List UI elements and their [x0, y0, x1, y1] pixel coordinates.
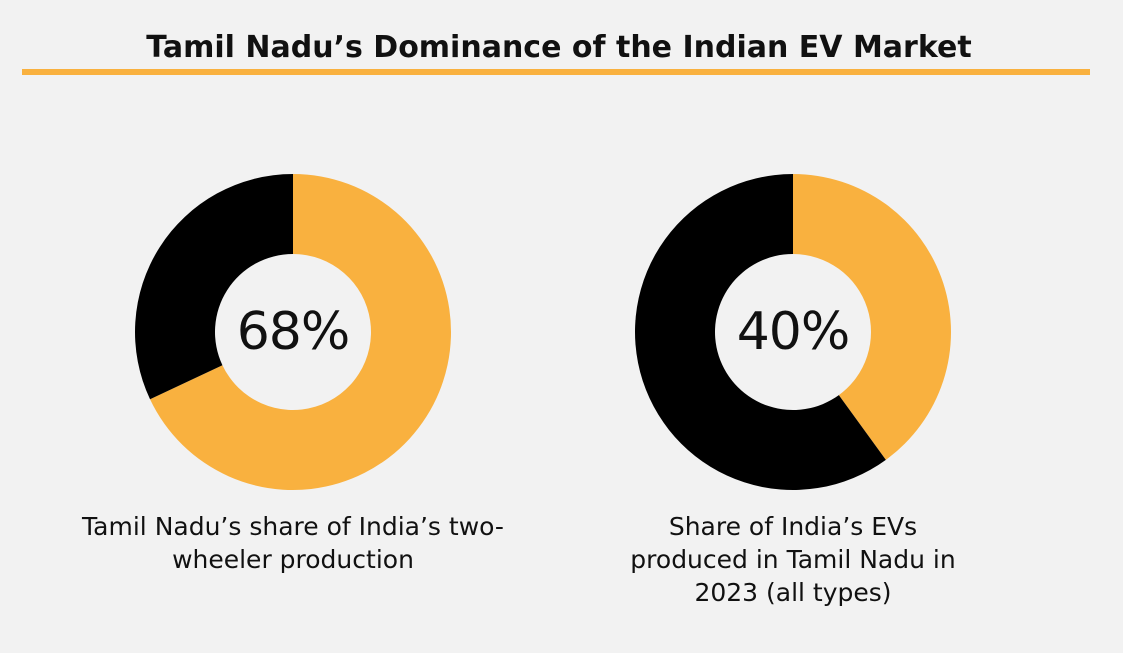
donut-slice-all-evs-0 — [793, 174, 951, 460]
donut-panel-two-wheeler: 68% Tamil Nadu’s share of India’s two-wh… — [63, 160, 523, 620]
donut-slice-two-wheeler-1 — [134, 174, 293, 400]
title-underline — [22, 69, 1090, 75]
donut-panel-all-evs: 40% Share of India’s EVs produced in Tam… — [563, 160, 1023, 620]
caption-all-evs: Share of India’s EVs produced in Tamil N… — [630, 512, 956, 607]
center-value-two-wheeler: 68% — [237, 302, 350, 362]
donut-slice-two-wheeler-0 — [150, 174, 451, 491]
donut-slice-all-evs-1 — [635, 174, 886, 490]
donut-chart-all-evs: 40% — [635, 174, 951, 490]
center-value-all-evs: 40% — [737, 302, 850, 362]
chart-title: Tamil Nadu’s Dominance of the Indian EV … — [146, 30, 972, 65]
donut-chart-two-wheeler: 68% — [134, 174, 451, 491]
caption-two-wheeler: Tamil Nadu’s share of India’s two-wheele… — [82, 512, 504, 574]
chart-header: Tamil Nadu’s Dominance of the Indian EV … — [0, 0, 1123, 80]
